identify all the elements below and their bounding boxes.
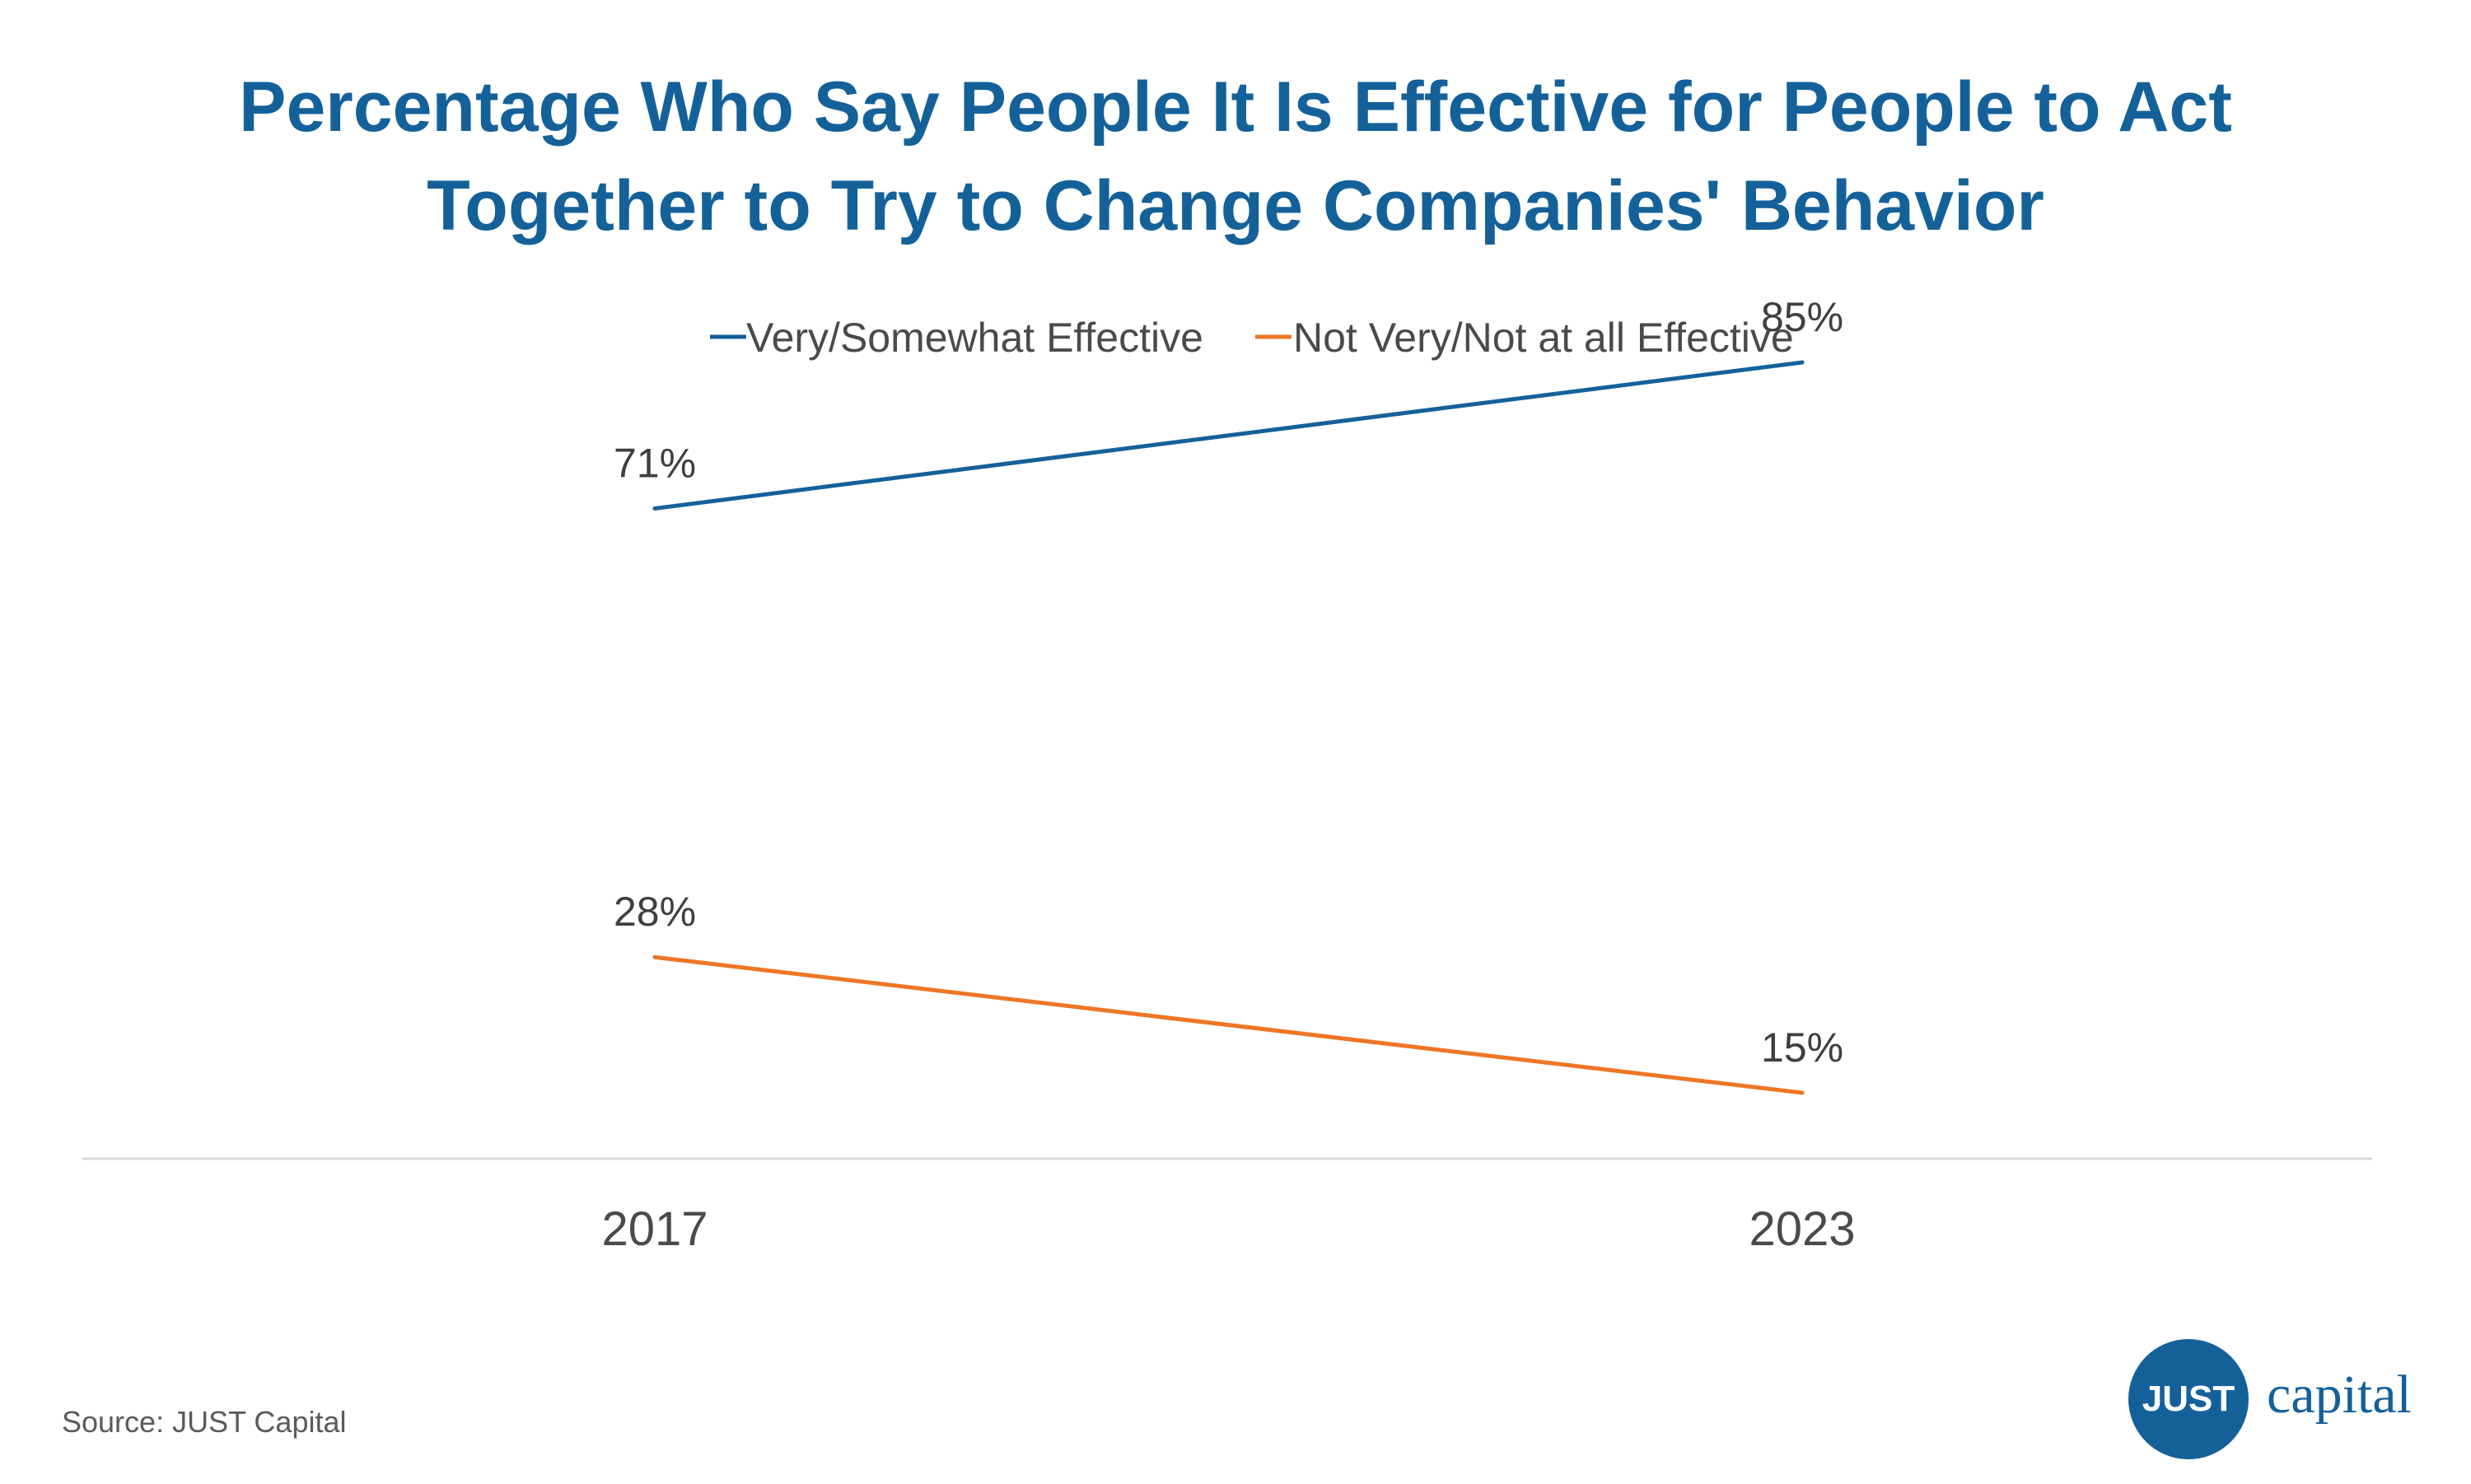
legend-label-very-somewhat-effective: Very/Somewhat Effective	[746, 315, 1203, 361]
series-line-not-very-effective	[652, 954, 1805, 1095]
series-line-very-somewhat-effective	[652, 360, 1805, 511]
data-label-very-somewhat-2017: 71%	[614, 440, 696, 486]
x-tick-label-2017: 2017	[601, 1202, 708, 1256]
data-label-very-somewhat-2023: 85%	[1761, 294, 1843, 340]
logo-mark: JUST	[2128, 1339, 2249, 1459]
just-capital-logo: JUST capital	[2128, 1339, 2425, 1463]
source-note: Source: JUST Capital	[62, 1405, 347, 1439]
chart-title: Percentage Who Say People It Is Effectiv…	[239, 68, 2232, 245]
legend-label-not-very-effective: Not Very/Not at all Effective	[1293, 315, 1794, 361]
data-label-not-very-2017: 28%	[614, 889, 696, 935]
data-label-not-very-2023: 15%	[1761, 1024, 1843, 1071]
x-tick-label-2023: 2023	[1749, 1202, 1855, 1256]
logo-wordmark: capital	[2267, 1365, 2412, 1425]
legend: Very/Somewhat Effective Not Very/Not at …	[710, 315, 1794, 361]
